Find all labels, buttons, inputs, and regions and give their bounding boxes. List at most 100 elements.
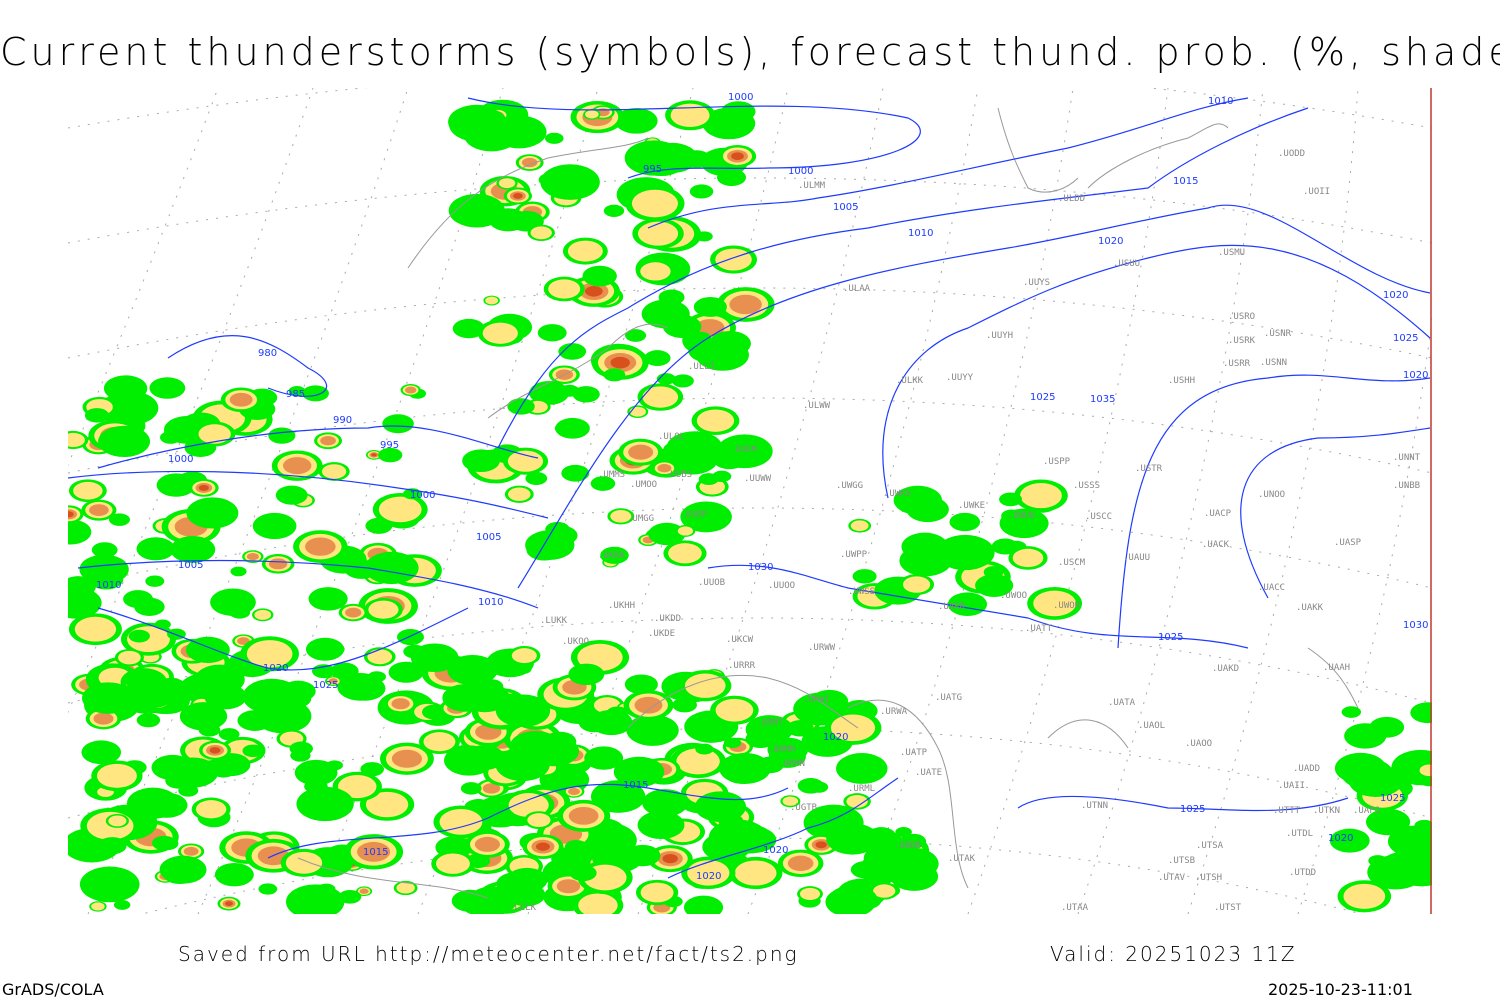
station-label: .UUYH bbox=[986, 331, 1013, 341]
station-label: .USNR bbox=[1264, 329, 1292, 339]
probability-shade bbox=[225, 901, 233, 906]
station-label: .UUWW bbox=[744, 474, 772, 484]
station-label: .UKHH bbox=[608, 601, 635, 611]
probability-shade bbox=[618, 187, 637, 199]
probability-shade bbox=[850, 520, 869, 532]
station-label: .UUOO bbox=[768, 581, 795, 591]
station-label: .UKKK bbox=[598, 551, 626, 561]
station-label: .UACP bbox=[1204, 509, 1232, 519]
station-label: .USMU bbox=[1218, 248, 1245, 258]
isobar-label: 1020 bbox=[823, 732, 848, 743]
probability-shade bbox=[890, 862, 939, 891]
station-label: .ULWW bbox=[803, 401, 831, 411]
probability-shade bbox=[852, 569, 877, 584]
probability-shade bbox=[521, 157, 538, 168]
probability-shade bbox=[460, 782, 482, 795]
station-label: .UWUU bbox=[1008, 511, 1035, 521]
probability-shade bbox=[109, 513, 130, 526]
probability-shade bbox=[183, 846, 199, 856]
probability-shade bbox=[128, 629, 150, 643]
probability-shade bbox=[603, 204, 625, 217]
probability-shade bbox=[782, 796, 799, 806]
station-label: .USCM bbox=[1058, 558, 1086, 568]
probability-shade bbox=[525, 471, 548, 485]
station-label: .UTAV bbox=[1158, 873, 1186, 883]
probability-shade bbox=[462, 449, 500, 473]
probability-shade bbox=[625, 329, 647, 342]
probability-shade bbox=[108, 815, 127, 827]
probability-shade bbox=[79, 554, 129, 585]
probability-shade bbox=[170, 536, 216, 563]
station-label: .UTSA bbox=[1196, 841, 1224, 851]
isobar-label: 985 bbox=[286, 389, 305, 400]
probability-shade bbox=[846, 794, 868, 808]
station-label: .USRO bbox=[1228, 312, 1255, 322]
station-label: .UTKN bbox=[1313, 806, 1340, 816]
station-label: .UAOL bbox=[1138, 721, 1165, 731]
isobar-label: 1025 bbox=[313, 680, 338, 691]
probability-shade bbox=[154, 619, 171, 630]
probability-shade bbox=[797, 777, 824, 794]
station-label: .UMMS bbox=[598, 470, 625, 480]
probability-shade bbox=[68, 576, 96, 598]
probability-shade bbox=[556, 879, 581, 894]
probability-shade bbox=[1419, 764, 1432, 777]
station-label: .UKCW bbox=[726, 635, 754, 645]
probability-shade bbox=[357, 841, 391, 862]
probability-shade bbox=[165, 772, 192, 789]
probability-shade bbox=[634, 696, 663, 714]
probability-shade bbox=[709, 330, 751, 357]
probability-shade bbox=[1341, 706, 1362, 718]
probability-shade bbox=[949, 512, 981, 532]
station-label: .UATP bbox=[900, 748, 928, 758]
station-label: .URMT bbox=[756, 718, 784, 728]
station-label: .UODD bbox=[1278, 149, 1305, 159]
probability-shade bbox=[716, 168, 747, 187]
probability-shade bbox=[682, 150, 712, 168]
isobar-label: 1035 bbox=[1090, 394, 1115, 405]
probability-shade bbox=[983, 566, 1004, 579]
probability-shade bbox=[246, 553, 259, 561]
station-label: .UATE bbox=[915, 768, 942, 778]
probability-shade bbox=[672, 697, 697, 713]
isobar-label: 1015 bbox=[1173, 176, 1198, 187]
station-label: .LUKK bbox=[540, 616, 568, 626]
isobar-label: 1015 bbox=[363, 847, 388, 858]
probability-shade bbox=[442, 684, 489, 712]
probability-shade bbox=[684, 673, 726, 698]
probability-shade bbox=[670, 103, 710, 127]
probability-shade bbox=[734, 860, 777, 886]
probability-shade bbox=[723, 737, 742, 749]
station-label: .USPP bbox=[1043, 457, 1071, 467]
probability-shade bbox=[695, 743, 714, 755]
probability-shade bbox=[658, 289, 685, 306]
probability-shade bbox=[68, 519, 92, 545]
station-label: .UTTT bbox=[1273, 806, 1301, 816]
probability-shade bbox=[1348, 764, 1403, 797]
valid-time-text: Valid: 20251023 11Z bbox=[1050, 942, 1297, 966]
probability-shade bbox=[526, 539, 562, 561]
station-label: .UBBB bbox=[894, 841, 921, 851]
probability-shade bbox=[584, 746, 624, 770]
station-label: .USRK bbox=[1228, 336, 1256, 346]
lat-lon-grid bbox=[68, 88, 1432, 914]
probability-shade bbox=[731, 152, 744, 161]
probability-shade bbox=[1369, 716, 1405, 738]
probability-shade bbox=[345, 607, 362, 618]
probability-shade bbox=[321, 464, 347, 479]
isobar-label: 990 bbox=[333, 415, 352, 426]
probability-shade bbox=[73, 481, 103, 500]
probability-shade bbox=[136, 537, 175, 561]
station-label: .ULLI bbox=[688, 362, 715, 372]
probability-shade bbox=[229, 392, 253, 407]
station-label: .UARR bbox=[938, 602, 966, 612]
probability-shade bbox=[308, 587, 348, 611]
probability-shade bbox=[680, 501, 732, 533]
probability-shade bbox=[68, 432, 85, 448]
probability-shade bbox=[676, 748, 720, 775]
probability-shade bbox=[68, 511, 74, 518]
probability-shade bbox=[729, 294, 762, 315]
probability-shade bbox=[113, 899, 131, 910]
probability-shade bbox=[683, 895, 724, 914]
probability-shade bbox=[252, 512, 297, 540]
